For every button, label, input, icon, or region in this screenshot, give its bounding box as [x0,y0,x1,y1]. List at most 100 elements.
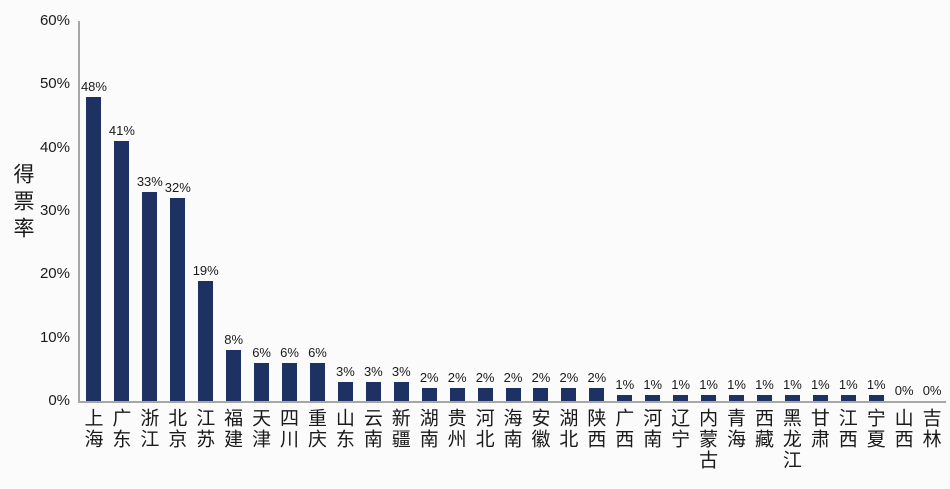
bar-column: 1% [639,21,667,401]
x-axis-cell: 河南 [637,408,665,471]
bar-value-label: 2% [559,370,579,386]
x-axis-label: 宁夏 [863,408,885,450]
x-axis-label: 云南 [360,408,382,450]
y-tick-label: 50% [39,75,70,93]
bar-value-label: 2% [503,370,523,386]
bar-value-label: 3% [336,364,355,379]
bar-column: 2% [443,21,471,401]
bar-column: 1% [723,21,751,401]
bar [449,388,465,401]
bar-column: 0% [890,21,918,401]
bar-column: 48% [80,21,108,401]
bar [86,97,102,401]
bar-value-label: 1% [866,376,886,392]
x-axis-label: 甘肃 [807,408,829,450]
x-axis-label: 辽宁 [668,408,690,450]
x-axis-label: 四川 [277,408,299,450]
bar [226,350,242,401]
bar-value-label: 6% [308,345,327,360]
bar-value-label: 32% [164,180,191,196]
bar-value-label: 19% [192,262,219,278]
x-axis-cell: 黑龙江 [776,408,804,471]
bar-column: 19% [192,21,220,401]
x-axis-cell: 云南 [357,408,385,471]
y-tick-label: 20% [39,265,70,283]
x-axis-label: 广西 [612,408,634,450]
bar [784,394,800,401]
bar [756,394,772,401]
y-axis-title: 得票率 [11,163,34,244]
bar-value-label: 1% [755,376,774,392]
bar-value-label: 1% [810,376,830,392]
bar-column: 2% [527,21,555,401]
bar-value-label: 2% [531,370,551,386]
x-axis-cell: 海南 [497,408,525,471]
bar-value-label: 2% [447,370,467,386]
bar-column: 2% [499,21,527,401]
x-axis-cell: 辽宁 [665,408,693,471]
bar [505,388,521,401]
bar-column: 1% [778,21,806,401]
bar-value-label: 2% [419,370,439,386]
bar-column: 1% [667,21,695,401]
x-axis-cell: 浙江 [134,408,162,471]
x-axis-cell: 重庆 [302,408,330,471]
x-axis-cell: 吉林 [916,408,944,471]
x-axis-label: 河南 [640,408,662,450]
bar-column: 3% [359,21,387,401]
bar [114,141,130,401]
bar [282,363,298,401]
bar-column: 2% [583,21,611,401]
bar-value-label: 2% [475,370,495,386]
bar [868,394,884,401]
bar-column: 3% [331,21,359,401]
bar [840,394,856,401]
bar-value-label: 2% [587,370,607,386]
x-axis-label: 江西 [835,408,857,450]
bar [170,198,186,401]
bar-value-label: 1% [727,376,746,392]
bar [729,394,745,401]
bar-column: 6% [248,21,276,401]
x-axis-label: 贵州 [444,408,466,450]
bar [142,192,158,401]
x-axis-cell: 福建 [218,408,246,471]
x-axis-label: 浙江 [137,408,159,450]
bar-column: 2% [471,21,499,401]
bar [589,388,605,401]
bar-column: 41% [108,21,136,401]
x-axis-cell: 四川 [274,408,302,471]
bar-value-label: 48% [80,79,107,94]
y-tick-label: 60% [39,12,70,29]
x-axis-label: 安徽 [528,408,550,450]
x-axis-label: 北京 [165,408,187,450]
bar-column: 2% [555,21,583,401]
x-axis-cell: 宁夏 [860,408,888,471]
y-tick-label: 10% [39,328,70,346]
bar [393,382,409,401]
bar [337,382,353,401]
plot-area: 48% 41% 33% 32% 19% 8% 6% 6% 6% 3% 3% 3% 2% 2% 2% 2% 2% 2… [78,21,946,403]
bar-value-label: 1% [615,376,635,392]
bar-value-label: 0% [894,383,914,398]
x-axis-cell: 江西 [832,408,860,471]
bar-value-label: 33% [136,174,163,189]
x-axis-label: 内蒙古 [696,408,718,471]
y-tick-label: 30% [39,202,70,219]
bar-column: 1% [862,21,890,401]
x-axis-label: 湖南 [416,408,438,450]
x-axis-labels: 上海 广东 浙江 北京 江苏 福建 天津 四川 重庆 山东 云南 新疆 湖南 贵州 河北 海南 安徽 湖北 陕西 广西… [78,408,944,471]
bar-column: 6% [304,21,332,401]
bar [701,394,717,401]
bar [198,280,214,401]
bar-column: 6% [276,21,304,401]
y-tick-label: 0% [48,392,70,409]
bar-column: 32% [164,21,192,401]
x-axis-label: 山西 [891,408,913,450]
x-axis-label: 西藏 [751,408,773,450]
x-axis-label: 山东 [332,408,354,450]
bar-value-label: 3% [391,364,411,379]
x-axis-label: 海南 [500,408,522,450]
x-axis-cell: 贵州 [441,408,469,471]
